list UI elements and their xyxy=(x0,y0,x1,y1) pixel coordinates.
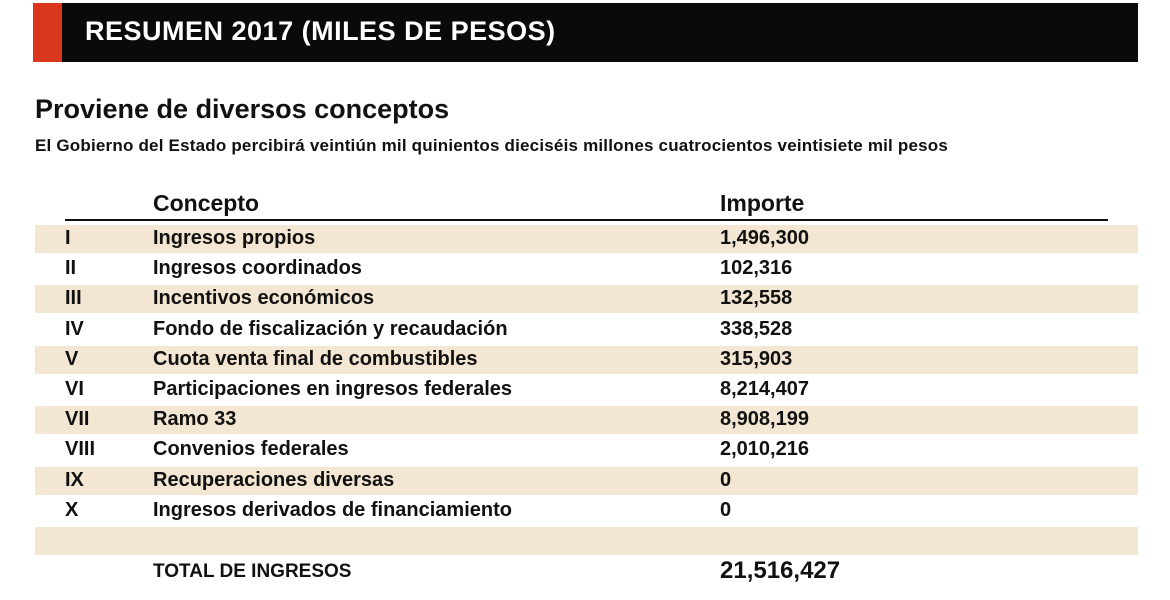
row-concept: Ingresos coordinados xyxy=(153,257,362,280)
header-bar xyxy=(62,3,1138,62)
column-header: Concepto xyxy=(153,190,260,216)
row-amount: 2,010,216 xyxy=(720,438,809,461)
row-shade xyxy=(35,527,1138,555)
row-concept: Incentivos económicos xyxy=(153,287,375,310)
row-concept: Participaciones en ingresos federales xyxy=(153,378,513,400)
row-amount: 1,496,300 xyxy=(720,227,809,249)
row-number: IV xyxy=(65,317,84,340)
row-shade xyxy=(35,225,1138,253)
header-title: RESUMEN 2017 (MILES DE PESOS) xyxy=(85,16,556,46)
row-amount: 8,214,407 xyxy=(720,378,809,400)
row-amount: 8,908,199 xyxy=(720,408,809,431)
row-amount: 315,903 xyxy=(720,347,793,370)
row-number: VIII xyxy=(65,438,96,461)
row-concept: Fondo de fiscalización y recaudación xyxy=(153,317,508,340)
row-amount: 102,316 xyxy=(720,257,793,280)
row-amount: 132,558 xyxy=(720,287,793,310)
row-concept: Ingresos derivados de financiamiento xyxy=(153,498,512,521)
row-concept: Ramo 33 xyxy=(153,408,237,431)
row-concept: Convenios federales xyxy=(153,438,349,461)
row-amount: 338,528 xyxy=(720,317,793,340)
row-concept: Recuperaciones diversas xyxy=(153,468,395,491)
total-label: TOTAL DE INGRESOS xyxy=(153,561,352,582)
row-number: III xyxy=(65,287,82,310)
row-number: IX xyxy=(65,468,84,491)
column-header: Importe xyxy=(720,190,805,216)
total-value: 21,516,427 xyxy=(720,557,841,584)
header-rule xyxy=(65,219,1108,221)
row-number: I xyxy=(65,227,71,249)
row-shade xyxy=(35,466,1138,495)
row-number: X xyxy=(65,498,79,521)
row-number: II xyxy=(65,257,77,280)
row-concept: Cuota venta final de combustibles xyxy=(153,347,478,370)
row-shade xyxy=(35,285,1138,314)
row-shade xyxy=(35,406,1138,435)
header-accent xyxy=(33,3,62,62)
row-number: VI xyxy=(65,378,84,400)
description: El Gobierno del Estado percibirá veintiú… xyxy=(35,136,949,155)
row-concept: Ingresos propios xyxy=(153,227,316,249)
row-shade xyxy=(35,345,1138,374)
row-amount: 0 xyxy=(720,468,732,491)
subtitle: Proviene de diversos conceptos xyxy=(35,94,450,124)
row-number: V xyxy=(65,347,79,370)
row-number: VII xyxy=(65,408,90,431)
row-amount: 0 xyxy=(720,498,732,521)
